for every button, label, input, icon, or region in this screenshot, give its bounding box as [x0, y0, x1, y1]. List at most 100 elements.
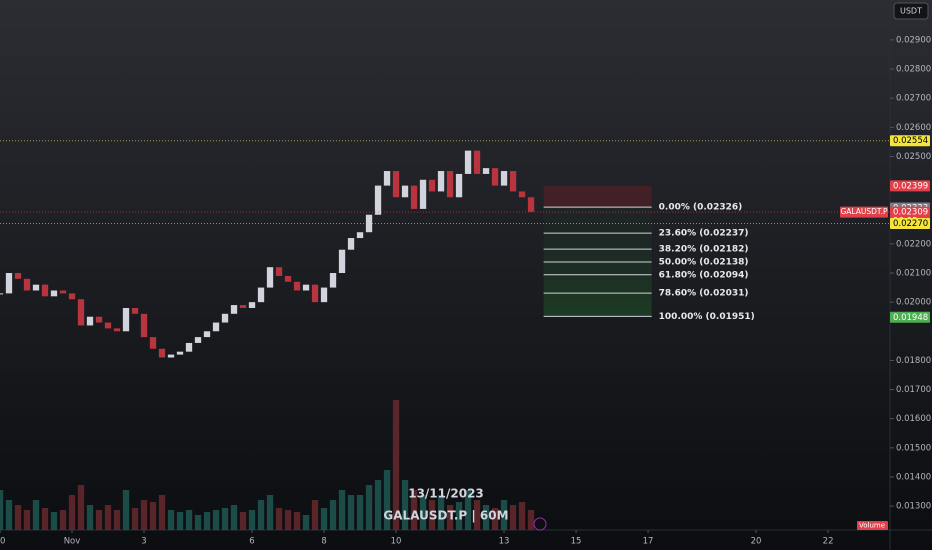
price-tag-label: 0.01948 — [893, 313, 928, 323]
price-tag-label: 0.02554 — [893, 136, 928, 146]
candle — [95, 316, 103, 323]
volume-bar — [5, 500, 13, 530]
volume-bar — [122, 490, 130, 530]
candle — [356, 232, 364, 239]
volume-bar — [23, 510, 31, 530]
y-tick-label: 0.02800 — [896, 65, 931, 75]
volume-bar — [365, 485, 373, 530]
y-tick-label: 0.02900 — [896, 35, 931, 45]
bolt-icon[interactable] — [533, 517, 547, 531]
candle — [284, 275, 292, 282]
price-tag — [890, 180, 930, 192]
volume-bar — [257, 500, 265, 530]
candle — [257, 287, 265, 303]
volume-bar — [221, 508, 229, 530]
volume-bar — [284, 510, 292, 530]
volume-bar — [59, 510, 67, 530]
volume-bar — [95, 510, 103, 530]
candle — [482, 168, 490, 174]
candle — [131, 307, 139, 314]
y-tick-label: 0.02500 — [896, 152, 931, 162]
y-tick-label: 0.01800 — [896, 356, 931, 366]
volume-bar — [383, 470, 391, 530]
candle — [185, 342, 193, 352]
volume-layer — [0, 400, 535, 530]
fib-label: 0.00% (0.02326) — [659, 203, 743, 213]
volume-bar — [374, 480, 382, 530]
volume-bar — [14, 505, 22, 530]
fib-label: 50.00% (0.02138) — [659, 257, 749, 267]
volume-bar — [41, 508, 49, 530]
volume-bar — [68, 495, 76, 530]
y-tick-label: 0.02200 — [896, 239, 931, 249]
candle — [518, 191, 526, 198]
volume-bar — [140, 500, 148, 530]
candle — [140, 313, 148, 338]
candle — [41, 284, 49, 297]
watermark-date: 13/11/2023 — [408, 487, 484, 501]
x-tick-label: 22 — [823, 537, 834, 547]
candle — [428, 179, 436, 192]
candle — [410, 185, 418, 209]
volume-bar — [437, 495, 445, 530]
volume-bar — [509, 505, 517, 530]
x-tick-label: 13 — [499, 537, 510, 547]
volume-bar — [356, 495, 364, 530]
volume-bar — [158, 495, 166, 530]
currency: USDT — [900, 7, 922, 16]
volume-bar — [131, 508, 139, 530]
volume-bar — [311, 500, 319, 530]
volume-bar — [194, 515, 202, 530]
candle — [491, 168, 499, 186]
volume-bar — [347, 495, 355, 530]
candle — [77, 299, 85, 326]
candle — [401, 185, 409, 198]
volume-label: Volume — [859, 522, 885, 530]
currency-box[interactable] — [893, 2, 929, 20]
fib-label: 38.20% (0.02182) — [659, 245, 749, 255]
volume-bar — [293, 512, 301, 530]
x-tick-label: 20 — [751, 537, 762, 547]
y-tick-label: 0.01700 — [896, 385, 931, 395]
price-tag — [890, 135, 930, 147]
x-tick-label: 15 — [571, 537, 582, 547]
y-tick-label: 0.01500 — [896, 443, 931, 453]
fib-label: 23.60% (0.02237) — [659, 229, 749, 239]
candle — [239, 305, 247, 308]
volume-bar — [230, 505, 238, 530]
candle — [311, 284, 319, 303]
volume-bar — [176, 512, 184, 530]
candle — [527, 197, 535, 212]
y-tick-label: 0.02000 — [896, 298, 931, 308]
volume-bar — [419, 495, 427, 530]
candle — [347, 238, 355, 250]
volume-bar — [149, 502, 157, 530]
x-tick-label: 30 — [0, 537, 5, 547]
candle — [59, 290, 67, 294]
candle — [221, 313, 229, 323]
candle — [293, 281, 301, 291]
volume-bar — [320, 508, 328, 530]
candle — [275, 267, 283, 276]
candle — [329, 273, 337, 288]
price-tag — [890, 311, 930, 323]
volume-bar — [302, 515, 310, 530]
volume-bar — [185, 510, 193, 530]
price-tag — [890, 217, 930, 229]
volume-bar — [464, 490, 472, 530]
y-tick-label: 0.01600 — [896, 414, 931, 424]
candle — [320, 287, 328, 303]
candle — [68, 293, 76, 300]
volume-bar — [527, 510, 535, 530]
price-layer: 0.00% (0.02326) 23.60% (0.02237) 38.20% (0… — [0, 150, 755, 358]
volume-bar — [410, 490, 418, 530]
candle — [86, 316, 94, 326]
candle — [509, 171, 517, 192]
volume-bar — [275, 508, 283, 530]
y-tick-label: 0.02600 — [896, 123, 931, 133]
candle — [338, 249, 346, 274]
volume-tag — [857, 521, 888, 530]
volume-bar — [482, 505, 490, 530]
candle — [473, 150, 481, 174]
